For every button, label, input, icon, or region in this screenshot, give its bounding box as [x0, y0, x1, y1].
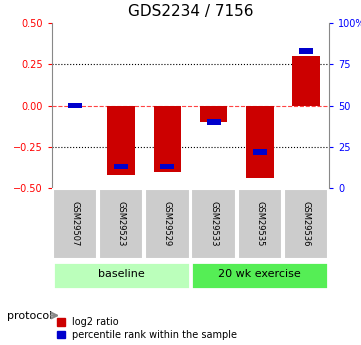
Text: 20 wk exercise: 20 wk exercise — [218, 269, 301, 279]
FancyBboxPatch shape — [99, 189, 143, 258]
Text: protocol: protocol — [7, 311, 52, 321]
FancyBboxPatch shape — [238, 189, 282, 258]
FancyBboxPatch shape — [191, 262, 328, 288]
Bar — [206, 119, 221, 125]
Text: GSM29535: GSM29535 — [255, 201, 264, 247]
Bar — [200, 106, 227, 122]
Bar — [68, 102, 82, 108]
Text: GSM29529: GSM29529 — [163, 201, 172, 247]
Text: GSM29533: GSM29533 — [209, 201, 218, 247]
Bar — [108, 106, 135, 175]
Bar — [292, 56, 320, 106]
FancyBboxPatch shape — [53, 189, 97, 258]
Text: GSM29523: GSM29523 — [117, 201, 126, 247]
Bar — [153, 106, 181, 171]
FancyBboxPatch shape — [191, 189, 236, 258]
Text: baseline: baseline — [98, 269, 145, 279]
Bar — [246, 106, 274, 178]
Title: GDS2234 / 7156: GDS2234 / 7156 — [128, 4, 253, 19]
Bar — [253, 149, 267, 155]
FancyBboxPatch shape — [284, 189, 328, 258]
Bar — [161, 164, 174, 169]
Text: GSM29507: GSM29507 — [71, 201, 79, 247]
Bar — [299, 48, 313, 54]
Text: GSM29536: GSM29536 — [301, 201, 310, 247]
FancyBboxPatch shape — [145, 189, 190, 258]
Bar — [114, 164, 128, 169]
Legend: log2 ratio, percentile rank within the sample: log2 ratio, percentile rank within the s… — [57, 317, 238, 340]
FancyBboxPatch shape — [53, 262, 190, 288]
